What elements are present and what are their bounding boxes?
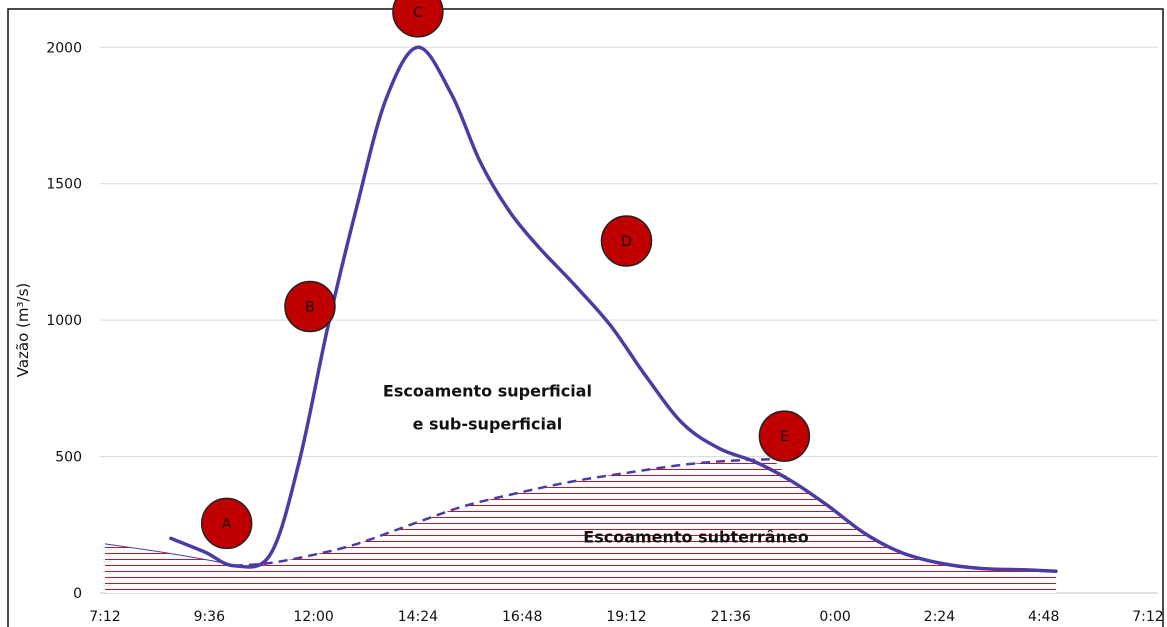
point-marker-label: C	[413, 5, 423, 21]
baseflow-area	[105, 457, 1056, 593]
chart-border	[7, 8, 1164, 627]
annotation-text: e sub-superficial	[413, 414, 563, 433]
axis-ticks: 0 500 1000 1500 2000 7:12 9:36 12:00 14:24 16:48 1…	[46, 40, 1163, 625]
x-tick-label: 16:48	[502, 609, 542, 625]
x-tick-label: 7:12	[1132, 609, 1163, 625]
x-tick-label: 0:00	[819, 609, 850, 625]
annotation-text: Escoamento superficial	[383, 382, 592, 401]
point-marker-label: B	[305, 300, 315, 316]
y-tick-label: 500	[55, 450, 82, 466]
x-tick-label: 21:36	[711, 609, 751, 625]
y-tick-label: 2000	[46, 40, 82, 56]
x-tick-label: 7:12	[89, 609, 120, 625]
x-tick-label: 4:48	[1028, 609, 1059, 625]
point-marker-d	[600, 215, 653, 267]
y-tick-label: 0	[73, 586, 82, 602]
x-tick-label: 12:00	[293, 609, 333, 625]
y-tick-label: 1000	[46, 313, 82, 329]
annotation-text: Escoamento subterrâneo	[583, 528, 809, 547]
y-tick-label: 1500	[46, 177, 82, 193]
point-marker-e	[758, 410, 811, 462]
x-tick-label: 19:12	[606, 609, 646, 625]
annotations: Escoamento superficial e sub-superficial E…	[383, 382, 809, 547]
point-marker-label: E	[780, 429, 789, 445]
point-markers: A B C D E	[200, 0, 811, 550]
hydrograph-line	[169, 45, 1058, 573]
x-tick-label: 14:24	[398, 609, 438, 625]
point-marker-a	[200, 497, 253, 550]
x-tick-label: 2:24	[924, 609, 956, 625]
point-marker-c	[392, 0, 444, 38]
point-marker-b	[284, 280, 336, 333]
baseflow-separation-line	[233, 458, 770, 567]
point-marker-label: A	[222, 516, 232, 532]
x-tick-label: 9:36	[194, 609, 226, 625]
point-marker-label: D	[621, 234, 632, 250]
series-layer	[104, 45, 1058, 593]
y-axis-label: Vazão (m³/s)	[14, 283, 32, 378]
